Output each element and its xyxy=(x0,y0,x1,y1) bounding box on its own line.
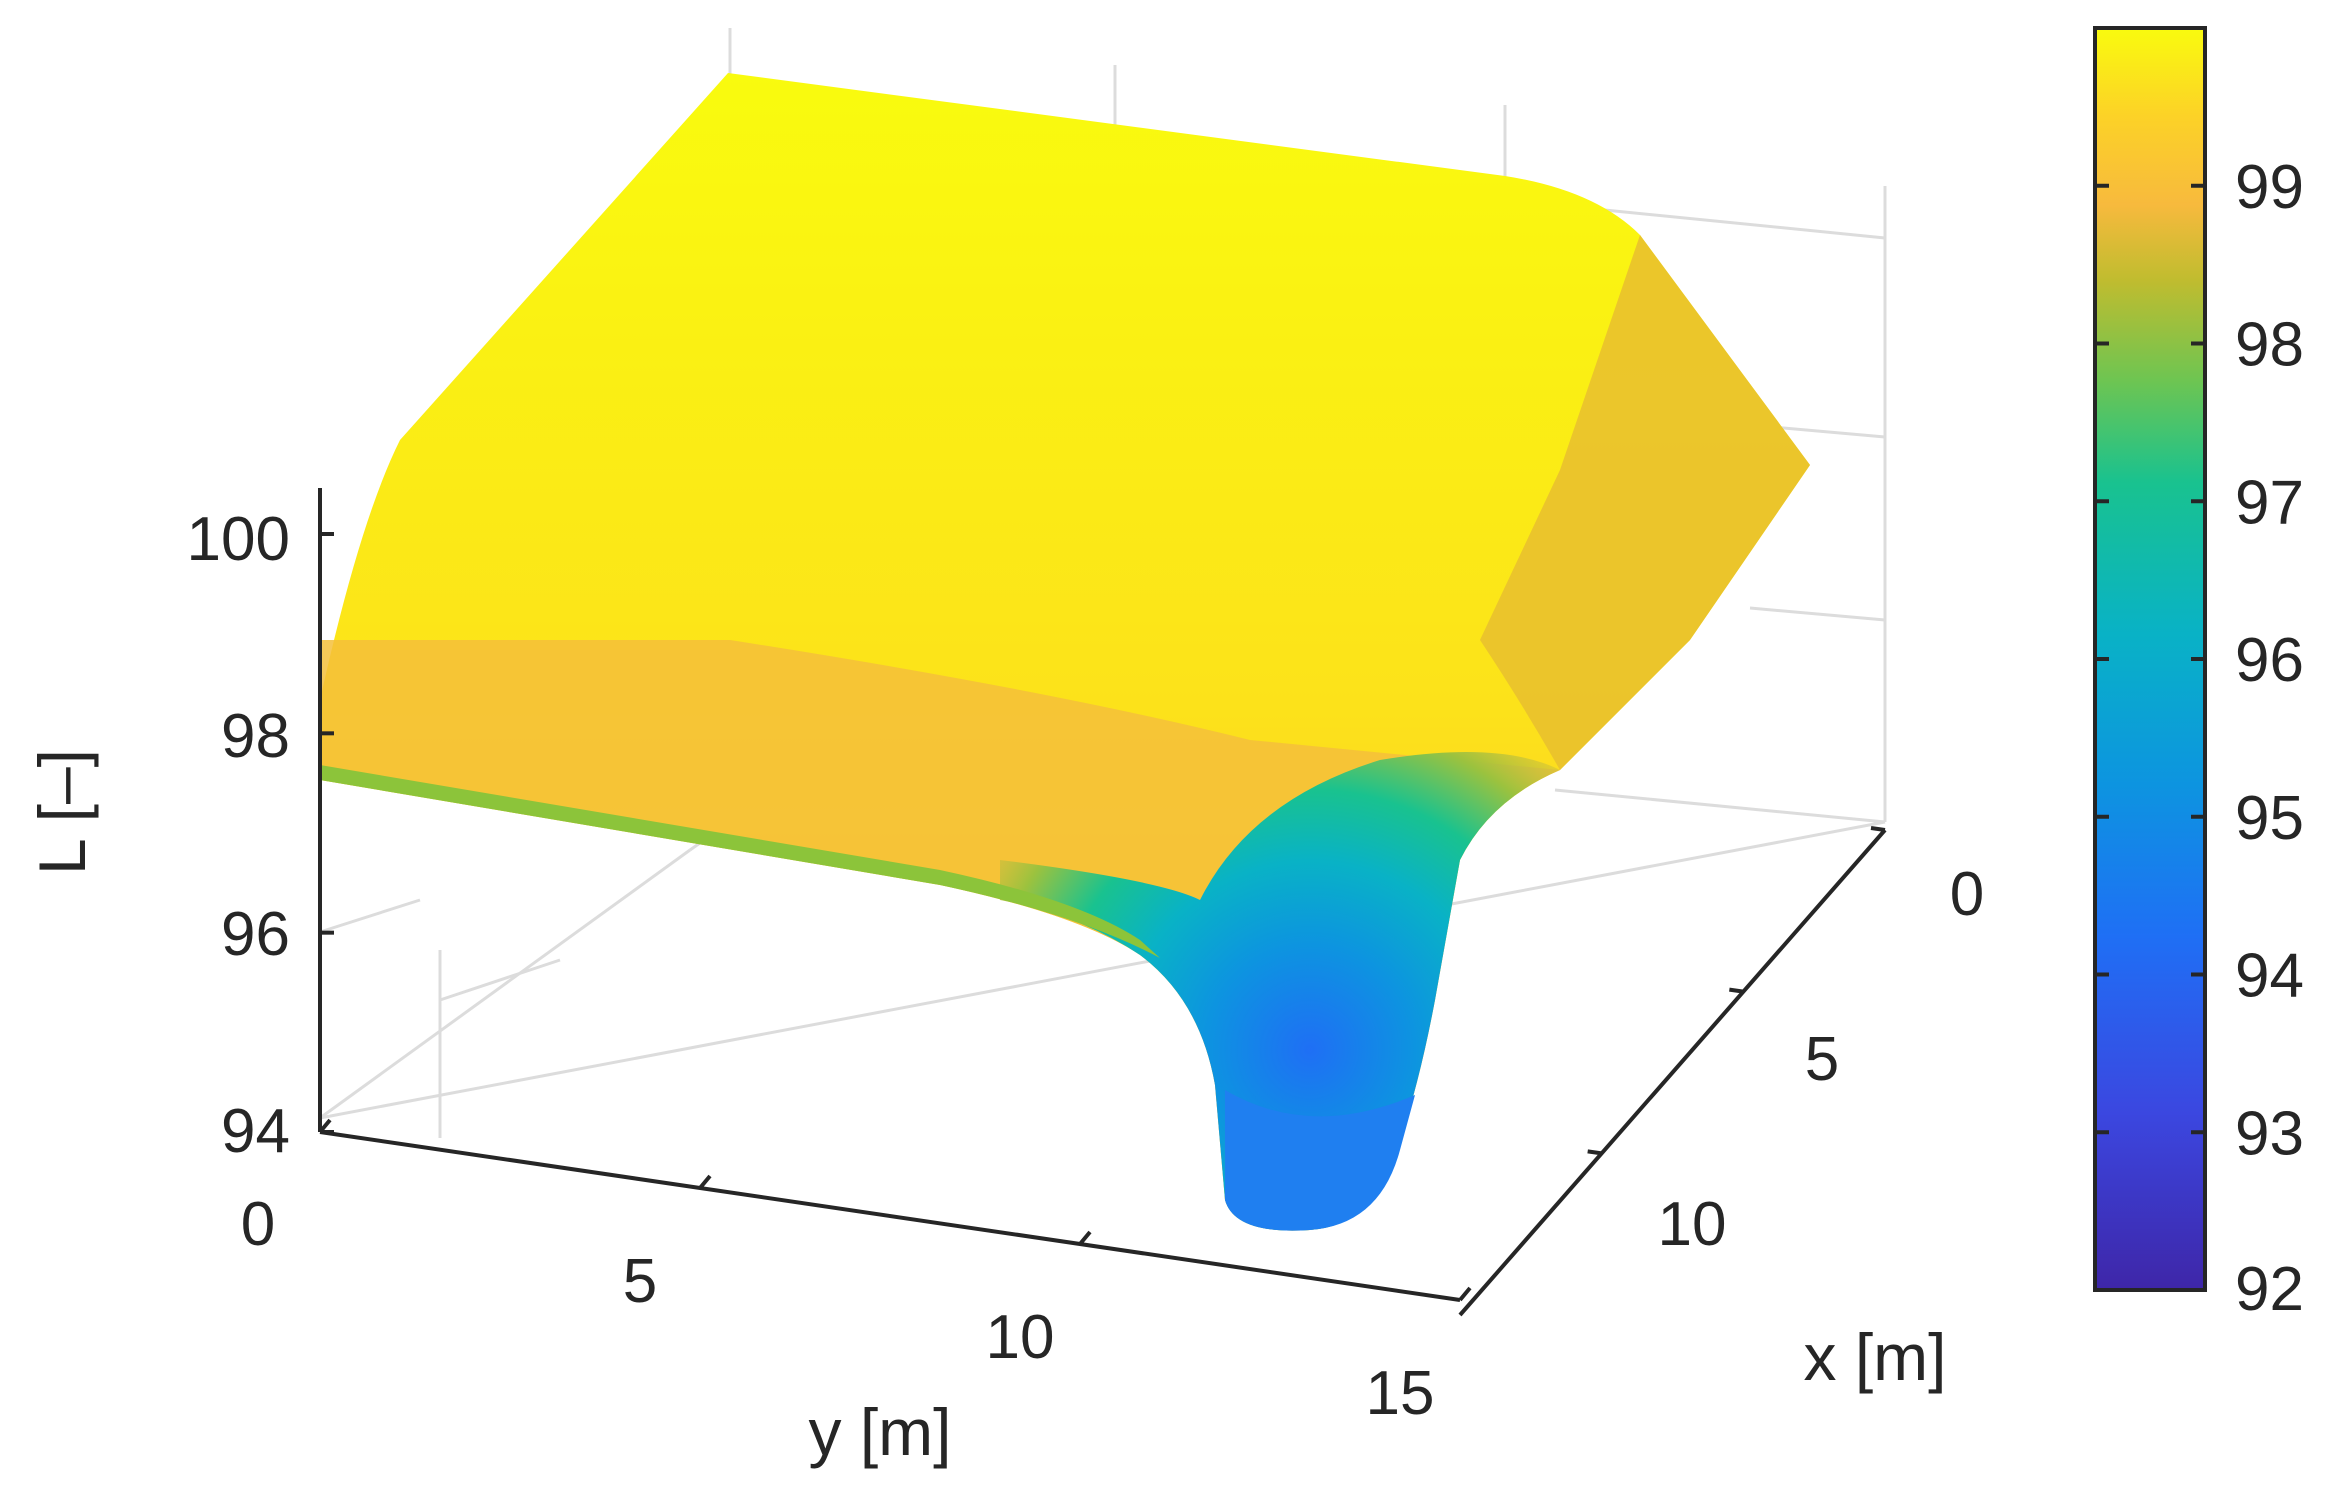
colorbar: 92 93 94 95 96 97 98 99 xyxy=(2093,26,2304,1324)
dip-bottom xyxy=(1225,1090,1415,1231)
y-tick-label: 10 xyxy=(986,1303,1055,1372)
x-tick-labels: 0 5 10 xyxy=(1658,860,1985,1259)
x-tick xyxy=(1870,826,1886,832)
surface xyxy=(320,73,1810,1231)
colorbar-tick-label: 98 xyxy=(2235,311,2304,380)
colorbar-tick-label: 95 xyxy=(2235,784,2304,853)
colorbar-tick-label: 97 xyxy=(2235,468,2304,537)
y-tick-label: 5 xyxy=(623,1247,657,1316)
x-tick xyxy=(1729,987,1744,994)
colorbar-tick-label: 93 xyxy=(2235,1099,2304,1168)
colorbar-tick-label: 96 xyxy=(2235,626,2304,695)
z-tick-label: 98 xyxy=(221,702,290,771)
z-tick-marks xyxy=(320,532,334,1134)
x-axis-label: x [m] xyxy=(1804,1320,1947,1394)
y-tick-marks xyxy=(318,1118,1472,1302)
axes-grid xyxy=(319,28,1887,1138)
colorbar-tick-label: 92 xyxy=(2235,1255,2304,1324)
x-tick-label: 5 xyxy=(1805,1025,1839,1094)
x-axis-line xyxy=(1458,828,1887,1317)
dip-well xyxy=(1000,752,1560,1231)
colorbar-gradient xyxy=(2093,26,2207,1292)
y-tick xyxy=(1078,1230,1092,1246)
x-tick-label: 0 xyxy=(1950,860,1984,929)
colorbar-tick-label: 99 xyxy=(2235,153,2304,222)
colorbar-tick-label: 94 xyxy=(2235,942,2304,1011)
y-tick-labels: 0 5 10 15 xyxy=(241,1190,1435,1428)
front-edge-green xyxy=(320,765,1160,958)
side-face xyxy=(1480,235,1810,770)
y-tick-label: 15 xyxy=(1366,1359,1435,1428)
colorbar-tick-labels: 92 93 94 95 96 97 98 99 xyxy=(2235,153,2304,1324)
z-tick-labels: 100 98 96 94 xyxy=(187,505,290,1166)
y-axis-label: y [m] xyxy=(809,1395,952,1469)
x-tick-label: 10 xyxy=(1658,1190,1727,1259)
z-axis-label: L [–] xyxy=(25,749,99,875)
z-tick-label: 94 xyxy=(221,1097,290,1166)
y-tick xyxy=(698,1174,712,1190)
x-tick xyxy=(1587,1149,1602,1156)
y-tick xyxy=(1458,1286,1472,1302)
colorbar-tick-marks xyxy=(2095,183,2205,1292)
z-tick-label: 100 xyxy=(187,505,290,574)
axis-lines xyxy=(318,488,1887,1317)
z-tick-label: 96 xyxy=(221,900,290,969)
y-tick-label: 0 xyxy=(241,1190,275,1259)
y-axis-line xyxy=(319,1130,1461,1302)
y-tick xyxy=(318,1118,332,1134)
x-tick-marks xyxy=(1587,826,1886,1156)
